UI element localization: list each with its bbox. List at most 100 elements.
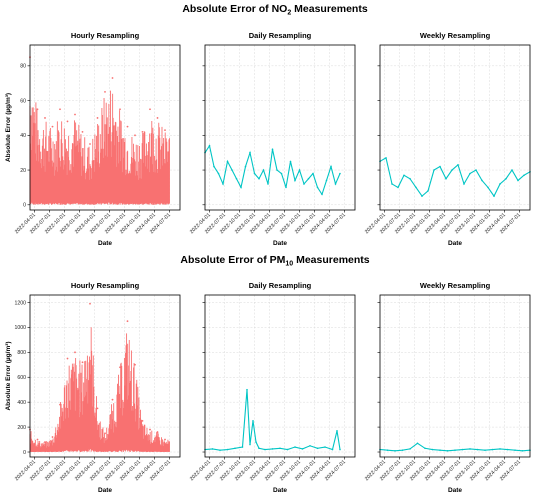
series-line: [29, 327, 170, 453]
data-point: [51, 436, 54, 438]
data-point: [476, 448, 479, 451]
data-point: [149, 428, 151, 431]
data-point: [164, 129, 166, 132]
data-point: [307, 177, 310, 180]
data-point: [339, 448, 341, 451]
data-point: [271, 148, 274, 151]
data-point: [249, 151, 251, 154]
series-line: [29, 90, 170, 205]
x-axis-label: Date: [273, 240, 287, 247]
data-point: [235, 177, 238, 180]
data-point: [211, 448, 214, 450]
data-point: [267, 183, 269, 185]
y-tick-label: 0: [23, 450, 26, 456]
data-point: [96, 407, 99, 410]
data-point: [339, 172, 341, 175]
data-point: [134, 134, 136, 137]
data-point: [246, 388, 248, 391]
data-point: [491, 448, 494, 451]
data-point: [59, 403, 61, 406]
data-point: [119, 366, 121, 369]
data-point: [285, 186, 287, 189]
data-point: [517, 179, 519, 182]
data-point: [66, 120, 69, 123]
data-point: [156, 431, 159, 433]
figure-title-pm10-main: Absolute Error of PM: [180, 254, 285, 266]
data-point: [309, 444, 311, 447]
plot-frame: [379, 294, 531, 458]
data-point: [514, 449, 516, 451]
data-point: [44, 441, 46, 443]
data-point: [213, 165, 215, 168]
data-point: [416, 442, 419, 445]
data-point: [219, 449, 221, 451]
data-point: [433, 169, 435, 171]
figure-title-no2-tail: Measurements: [291, 3, 368, 15]
x-axis-label: Date: [448, 487, 462, 494]
data-point: [409, 177, 411, 180]
y-tick-label: 0: [23, 203, 26, 209]
panel-1-2: 2022-04-012022-07-012022-10-012023-01-01…: [364, 281, 531, 494]
x-axis-label: Date: [273, 487, 287, 494]
panel-title: Weekly Resampling: [420, 31, 491, 40]
data-point: [126, 320, 129, 323]
data-point: [330, 165, 332, 168]
panel-0-2: 2022-04-012022-07-012022-10-012023-01-01…: [364, 31, 531, 247]
data-point: [59, 108, 61, 111]
data-point: [279, 447, 281, 450]
data-point: [286, 448, 289, 451]
data-point: [301, 448, 304, 450]
data-point: [264, 448, 266, 451]
y-tick-label: 800: [17, 350, 26, 356]
data-point: [258, 177, 260, 180]
data-point: [316, 447, 319, 450]
plot-frame: [204, 44, 356, 211]
data-point: [226, 448, 229, 451]
data-point: [334, 183, 337, 185]
panel-title: Hourly Resampling: [71, 281, 140, 290]
series-line: [204, 389, 341, 451]
data-point: [385, 157, 387, 159]
data-point: [36, 108, 39, 111]
panel-1-1: 2022-04-012022-07-012022-10-012023-01-01…: [189, 281, 356, 494]
x-axis-label: Date: [448, 240, 462, 247]
y-axis-label: Absolute Error (µg/m³): [5, 93, 12, 162]
data-point: [96, 117, 99, 119]
data-point: [454, 449, 456, 451]
figure-title-no2-main: Absolute Error of NO: [182, 3, 287, 15]
data-point: [506, 448, 509, 451]
data-point: [445, 177, 447, 180]
data-point: [481, 179, 483, 182]
data-point: [427, 190, 429, 192]
data-point: [81, 361, 84, 364]
data-point: [294, 446, 296, 448]
figure-title-no2-sub: 2: [287, 10, 291, 17]
plot-frame: [379, 44, 531, 211]
data-point: [469, 172, 471, 175]
data-point: [271, 448, 274, 450]
y-tick-label: 200: [17, 425, 26, 431]
data-point: [141, 130, 144, 133]
y-tick-label: 600: [17, 375, 26, 381]
data-point: [126, 125, 129, 128]
y-tick-label: 80: [20, 64, 26, 70]
x-axis-label: Date: [98, 240, 112, 247]
data-point: [119, 108, 121, 111]
data-point: [74, 113, 76, 116]
data-point: [475, 169, 477, 171]
y-tick-label: 20: [20, 168, 26, 174]
data-point: [521, 449, 524, 452]
data-point: [226, 160, 229, 163]
data-point: [111, 77, 114, 79]
data-point: [252, 420, 254, 422]
data-point: [44, 117, 46, 119]
panel-0-1: 2022-04-012022-07-012022-10-012023-01-01…: [189, 31, 356, 247]
data-point: [431, 448, 434, 451]
data-point: [463, 183, 465, 185]
data-point: [331, 448, 334, 451]
data-point: [66, 357, 69, 360]
data-point: [298, 169, 301, 171]
data-point: [149, 108, 151, 111]
data-point: [164, 438, 166, 441]
